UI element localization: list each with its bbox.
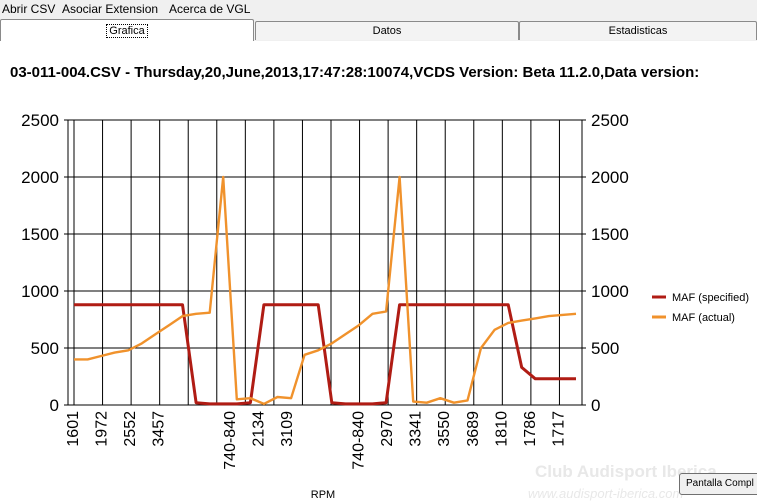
legend-label: MAF (actual) [672, 312, 735, 324]
menu-item-acerca-de-vgl[interactable]: Acerca de VGL [169, 2, 251, 16]
watermark-text: Club Audisport Iberica [535, 462, 717, 481]
x-tick-label: 3341 [408, 411, 425, 447]
page-title: 03-011-004.CSV - Thursday,20,June,2013,1… [10, 64, 700, 81]
tab-datos[interactable]: Datos [255, 21, 519, 40]
menu-item-asociar-extension[interactable]: Asociar Extension [62, 2, 159, 16]
x-tick-label: 1601 [65, 411, 82, 447]
fullscreen-button[interactable]: Pantalla Compl [679, 473, 757, 495]
x-tick-label: 1972 [94, 411, 111, 447]
x-axis-label: RPM [311, 489, 335, 501]
tab-estadisticas-label: Estadisticas [608, 25, 668, 37]
x-tick-label: 3457 [151, 411, 168, 447]
y-tick-label-left: 1000 [21, 282, 59, 301]
tab-grafica[interactable]: Grafica [0, 19, 254, 41]
y-tick-label-right: 500 [591, 339, 619, 358]
x-tick-label: 1810 [493, 411, 510, 447]
series-maf-specified [74, 303, 576, 406]
x-tick-label: 740-840 [222, 411, 239, 470]
series-maf-actual [74, 175, 577, 406]
x-tick-label: 1717 [550, 411, 567, 447]
x-tick-label: 2134 [251, 411, 268, 447]
y-tick-label-left: 2500 [21, 111, 59, 130]
y-tick-label-right: 1000 [591, 282, 629, 301]
x-tick-label: 3550 [436, 411, 453, 447]
y-tick-label-right: 0 [591, 396, 600, 415]
watermark-url: www.audisport-iberica.com [528, 486, 684, 501]
x-tick-label: 2970 [379, 411, 396, 447]
tab-estadisticas[interactable]: Estadisticas [519, 21, 757, 40]
y-tick-label-right: 2000 [591, 168, 629, 187]
y-tick-label-left: 500 [31, 339, 59, 358]
legend-label: MAF (specified) [672, 292, 749, 304]
y-tick-label-left: 0 [50, 396, 59, 415]
menu-item-abrir-csv[interactable]: Abrir CSV [2, 2, 56, 16]
tab-datos-label: Datos [372, 25, 402, 37]
y-tick-label-right: 2500 [591, 111, 629, 130]
x-tick-label: 3689 [465, 411, 482, 447]
x-tick-label: 2552 [122, 411, 139, 447]
tab-strip: Grafica Datos Estadisticas [0, 19, 757, 41]
x-tick-label: 3109 [279, 411, 296, 447]
x-tick-label: 1786 [522, 411, 539, 447]
x-tick-label: 740-840 [351, 411, 368, 470]
y-tick-label-left: 2000 [21, 168, 59, 187]
y-tick-label-right: 1500 [591, 225, 629, 244]
y-tick-label-left: 1500 [21, 225, 59, 244]
tab-grafica-label: Grafica [106, 24, 148, 38]
